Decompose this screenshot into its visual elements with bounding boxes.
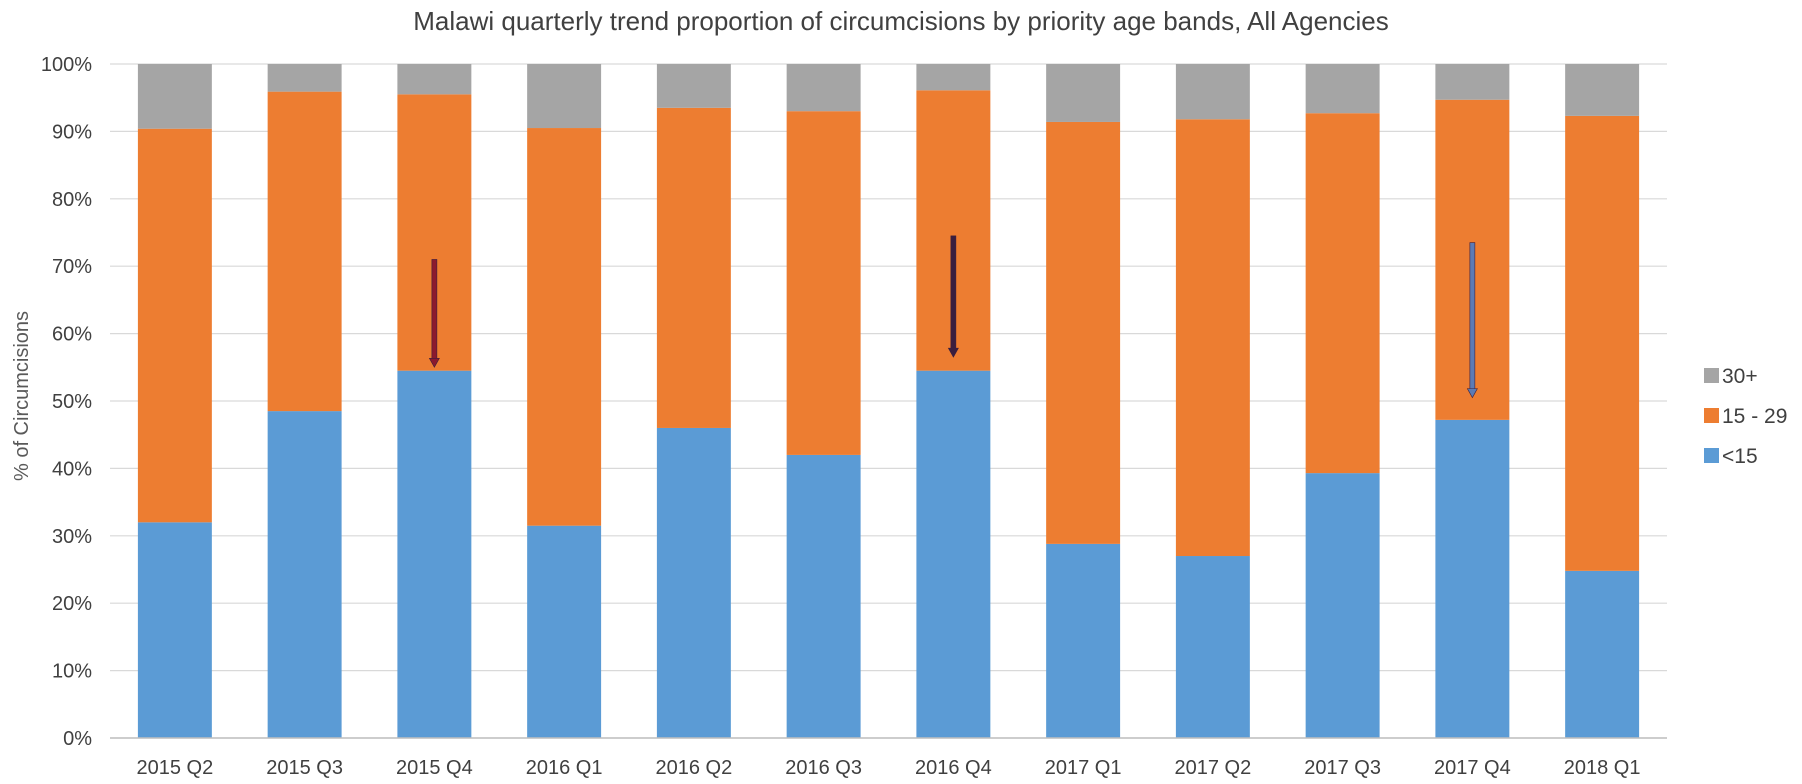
x-tick-label: 2016 Q2: [656, 757, 733, 779]
y-tick-label: 40%: [52, 458, 92, 480]
chart-title: Malawi quarterly trend proportion of cir…: [413, 6, 1389, 36]
annotations: [428, 235, 1478, 399]
arrow-shaft: [1469, 242, 1476, 390]
bar-segment-3: [1565, 64, 1640, 116]
y-tick-label: 50%: [52, 391, 92, 413]
bar-segment-2: [1046, 121, 1121, 544]
grid: [110, 63, 1667, 739]
x-axis: 2015 Q2 2015 Q3 2015 Q4 2016 Q1 2016 Q2 2016 …: [110, 737, 1667, 779]
bars: [137, 64, 1640, 738]
x-tick-label: 2015 Q4: [396, 757, 473, 779]
bar-segment-1: [397, 370, 472, 738]
legend: 30+ 15 - 29 <15: [1704, 365, 1787, 468]
bar-segment-1: [786, 454, 861, 738]
bar-segment-2: [1565, 115, 1640, 571]
legend-swatch: [1704, 408, 1719, 423]
bar-segment-2: [137, 128, 212, 523]
legend-swatch: [1704, 448, 1719, 463]
bar-segment-1: [267, 411, 342, 738]
x-tick-label: 2016 Q3: [785, 757, 862, 779]
bar-segment-2: [267, 91, 342, 412]
y-tick-label: 60%: [52, 324, 92, 346]
bar-segment-2: [1175, 119, 1250, 557]
legend-label: 15 - 29: [1722, 405, 1787, 428]
x-tick-label: 2016 Q1: [526, 757, 603, 779]
bar-segment-1: [1175, 556, 1250, 738]
bar-segment-2: [656, 107, 731, 428]
legend-label: <15: [1722, 445, 1758, 468]
bar-segment-3: [1175, 64, 1250, 120]
y-tick-label: 20%: [52, 593, 92, 615]
y-tick-label: 30%: [52, 526, 92, 548]
bar-segment-1: [527, 525, 602, 738]
x-tick-label: 2015 Q3: [266, 757, 343, 779]
x-tick-label: 2018 Q1: [1564, 757, 1641, 779]
x-tick-label: 2017 Q2: [1175, 757, 1252, 779]
arrow-head: [947, 347, 959, 358]
x-tick-label: 2016 Q4: [915, 757, 992, 779]
bar-segment-1: [137, 522, 212, 738]
arrow-head: [1466, 388, 1478, 399]
y-axis: 0% 10% 20% 30% 40% 50% 60% 70% 80% 90% 100%: [41, 54, 92, 750]
bar-segment-1: [1305, 473, 1380, 738]
bar-segment-1: [656, 427, 731, 738]
y-tick-label: 80%: [52, 189, 92, 211]
bar-segment-2: [1305, 113, 1380, 474]
bar-segment-1: [1046, 543, 1121, 738]
legend-label: 30+: [1722, 365, 1758, 388]
x-tick-label: 2015 Q2: [137, 757, 214, 779]
y-tick-label: 90%: [52, 121, 92, 143]
bar-segment-3: [267, 64, 342, 92]
x-tick-label: 2017 Q1: [1045, 757, 1122, 779]
bar-segment-3: [786, 64, 861, 112]
bar-segment-3: [527, 64, 602, 129]
bar-segment-3: [137, 64, 212, 129]
bar-segment-3: [1305, 64, 1380, 114]
bar-segment-2: [527, 128, 602, 526]
x-tick-label: 2017 Q4: [1434, 757, 1511, 779]
y-tick-label: 100%: [41, 54, 92, 76]
bar-segment-1: [1565, 570, 1640, 738]
y-axis-title: % of Circumcisions: [11, 311, 33, 481]
legend-swatch: [1704, 368, 1719, 383]
bar-segment-3: [1435, 64, 1510, 100]
arrow-head: [428, 357, 440, 368]
x-tick-label: 2017 Q3: [1304, 757, 1381, 779]
bar-segment-3: [1046, 64, 1121, 122]
bar-segment-3: [656, 64, 731, 108]
arrow-shaft: [950, 235, 957, 350]
arrow-shaft: [431, 259, 438, 360]
bar-segment-2: [786, 111, 861, 455]
bar-segment-3: [397, 64, 472, 95]
bar-segment-1: [916, 370, 991, 738]
y-tick-label: 70%: [52, 256, 92, 278]
y-tick-label: 0%: [63, 728, 92, 750]
bar-segment-3: [916, 64, 991, 91]
y-tick-label: 10%: [52, 661, 92, 683]
bar-segment-1: [1435, 419, 1510, 738]
